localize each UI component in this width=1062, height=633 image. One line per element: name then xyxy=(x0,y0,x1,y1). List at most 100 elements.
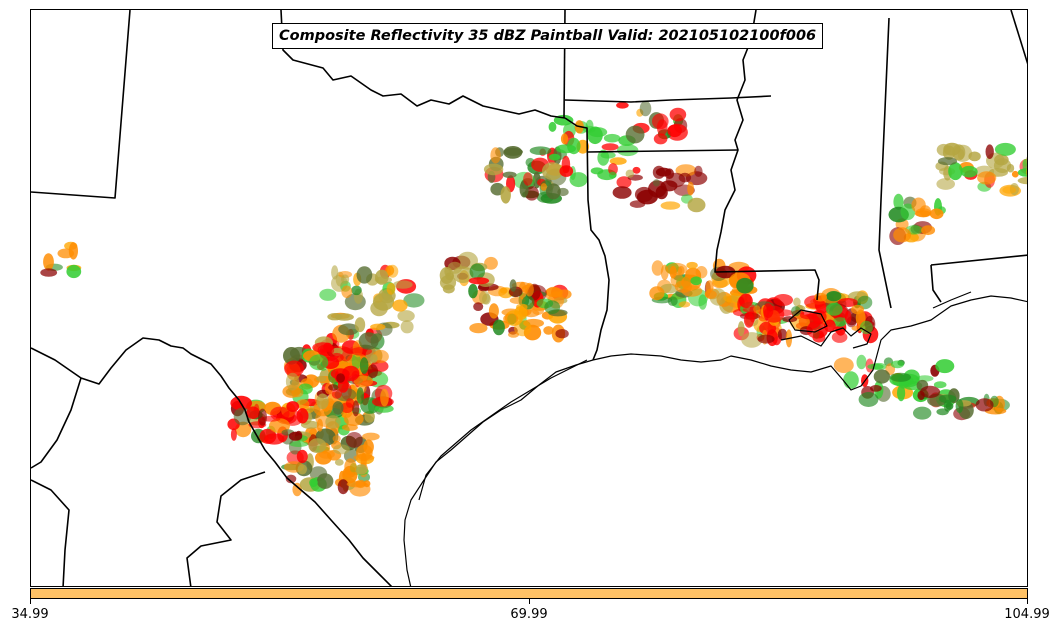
red-river-border xyxy=(280,10,566,119)
reflectivity-blob xyxy=(548,153,561,161)
reflectivity-blob xyxy=(975,398,994,412)
reflectivity-blob xyxy=(541,162,563,181)
reflectivity-blob xyxy=(773,294,793,306)
colorbar-tick-mid xyxy=(529,599,530,604)
reflectivity-blob xyxy=(283,347,300,365)
map-canvas xyxy=(31,10,1027,586)
reflectivity-blob xyxy=(503,147,523,156)
reflectivity-blob xyxy=(473,302,484,311)
reflectivity-blob xyxy=(921,225,936,236)
reflectivity-blob xyxy=(312,342,334,353)
gulf-coastline xyxy=(592,295,1027,391)
reflectivity-blob xyxy=(452,266,474,283)
barrier-islands xyxy=(418,359,588,501)
reflectivity-blob xyxy=(652,179,660,187)
reflectivity-blob xyxy=(793,297,801,307)
reflectivity-blob xyxy=(559,165,574,177)
reflectivity-blob xyxy=(893,193,904,210)
reflectivity-blob xyxy=(916,375,934,382)
reflectivity-blob xyxy=(341,285,353,299)
reflectivity-blob xyxy=(356,444,373,461)
reflectivity-blob xyxy=(359,357,369,374)
reflectivity-blob xyxy=(737,321,745,337)
reflectivity-blob xyxy=(851,304,864,315)
reflectivity-blob xyxy=(285,372,300,391)
reflectivity-blob xyxy=(1026,167,1027,177)
reflectivity-blob xyxy=(957,149,965,160)
reflectivity-blob xyxy=(832,317,848,327)
reflectivity-blob xyxy=(867,363,884,370)
reflectivity-blob xyxy=(873,369,891,384)
reflectivity-blob xyxy=(649,286,665,301)
reflectivity-blob xyxy=(629,200,646,208)
reflectivity-blob xyxy=(374,276,392,284)
reflectivity-blob xyxy=(694,165,703,177)
reflectivity-blob xyxy=(985,144,994,159)
reflectivity-blob xyxy=(490,147,501,164)
reflectivity-blob xyxy=(929,208,944,220)
reflectivity-blob xyxy=(690,276,702,286)
reflectivity-blob xyxy=(826,291,842,302)
reflectivity-blob xyxy=(316,375,327,382)
reflectivity-blob xyxy=(825,302,843,316)
reflectivity-blob xyxy=(316,473,334,489)
map-panel: Composite Reflectivity 35 dBZ Paintball … xyxy=(30,9,1028,587)
reflectivity-blob xyxy=(597,149,610,166)
colorbar-tick-min xyxy=(30,599,31,604)
reflectivity-blob xyxy=(500,186,511,204)
reflectivity-blob xyxy=(1026,156,1027,165)
reflectivity-blob xyxy=(540,183,547,191)
reflectivity-blob xyxy=(483,163,504,176)
reflectivity-blob xyxy=(469,323,488,334)
reflectivity-blob xyxy=(1017,176,1027,185)
reflectivity-blob xyxy=(354,317,366,333)
reflectivity-blob xyxy=(308,438,327,454)
reflectivity-blob xyxy=(484,256,498,270)
reflectivity-blob xyxy=(284,360,304,377)
reflectivity-blob xyxy=(913,406,932,420)
reflectivity-blob xyxy=(936,143,951,156)
reflectivity-blob xyxy=(543,326,554,335)
reflectivity-blob xyxy=(509,297,526,304)
map-title: Composite Reflectivity 35 dBZ Paintball … xyxy=(272,23,824,49)
reflectivity-blob xyxy=(380,388,389,407)
reflectivity-blob xyxy=(66,264,82,279)
tx-la-border xyxy=(564,117,610,361)
reflectivity-blob xyxy=(392,299,408,312)
reflectivity-blob xyxy=(289,441,309,447)
reflectivity-blob xyxy=(890,360,905,369)
reflectivity-blob xyxy=(269,418,290,434)
texas-coastline xyxy=(403,359,594,586)
reflectivity-blob xyxy=(352,400,360,417)
reflectivity-blob xyxy=(508,331,519,338)
reflectivity-blob xyxy=(482,293,491,305)
reflectivity-blob xyxy=(608,163,618,176)
colorbar-tick-label-max: 104.99 xyxy=(1004,607,1050,622)
reflectivity-blob xyxy=(503,313,519,325)
fl-top xyxy=(930,264,942,303)
mobile-bay xyxy=(932,291,972,309)
reflectivity-blob xyxy=(935,359,955,374)
colorbar-tick-label-min: 34.99 xyxy=(11,607,49,622)
reflectivity-blob xyxy=(386,282,396,295)
reflectivity-blob xyxy=(57,248,75,259)
reflectivity-blob xyxy=(344,458,357,476)
mexico-state-border-3 xyxy=(31,377,82,469)
mexico-state-border-2 xyxy=(186,471,266,586)
reflectivity-blob xyxy=(686,261,698,269)
reflectivity-blob xyxy=(938,394,957,404)
reflectivity-blob xyxy=(560,133,569,145)
reflectivity-blob xyxy=(514,320,532,337)
reflectivity-blob xyxy=(656,119,668,136)
reflectivity-blob xyxy=(893,227,911,243)
reflectivity-blob xyxy=(660,201,681,210)
reflectivity-blob xyxy=(345,398,355,408)
reflectivity-blob xyxy=(334,459,344,466)
reflectivity-blob xyxy=(370,354,378,363)
reflectivity-blob xyxy=(687,197,706,213)
reflectivity-blob xyxy=(678,172,692,183)
state-borders xyxy=(31,10,1027,361)
reflectivity-blob xyxy=(858,392,879,407)
reflectivity-blob xyxy=(439,267,454,284)
reflectivity-blob xyxy=(763,305,785,323)
